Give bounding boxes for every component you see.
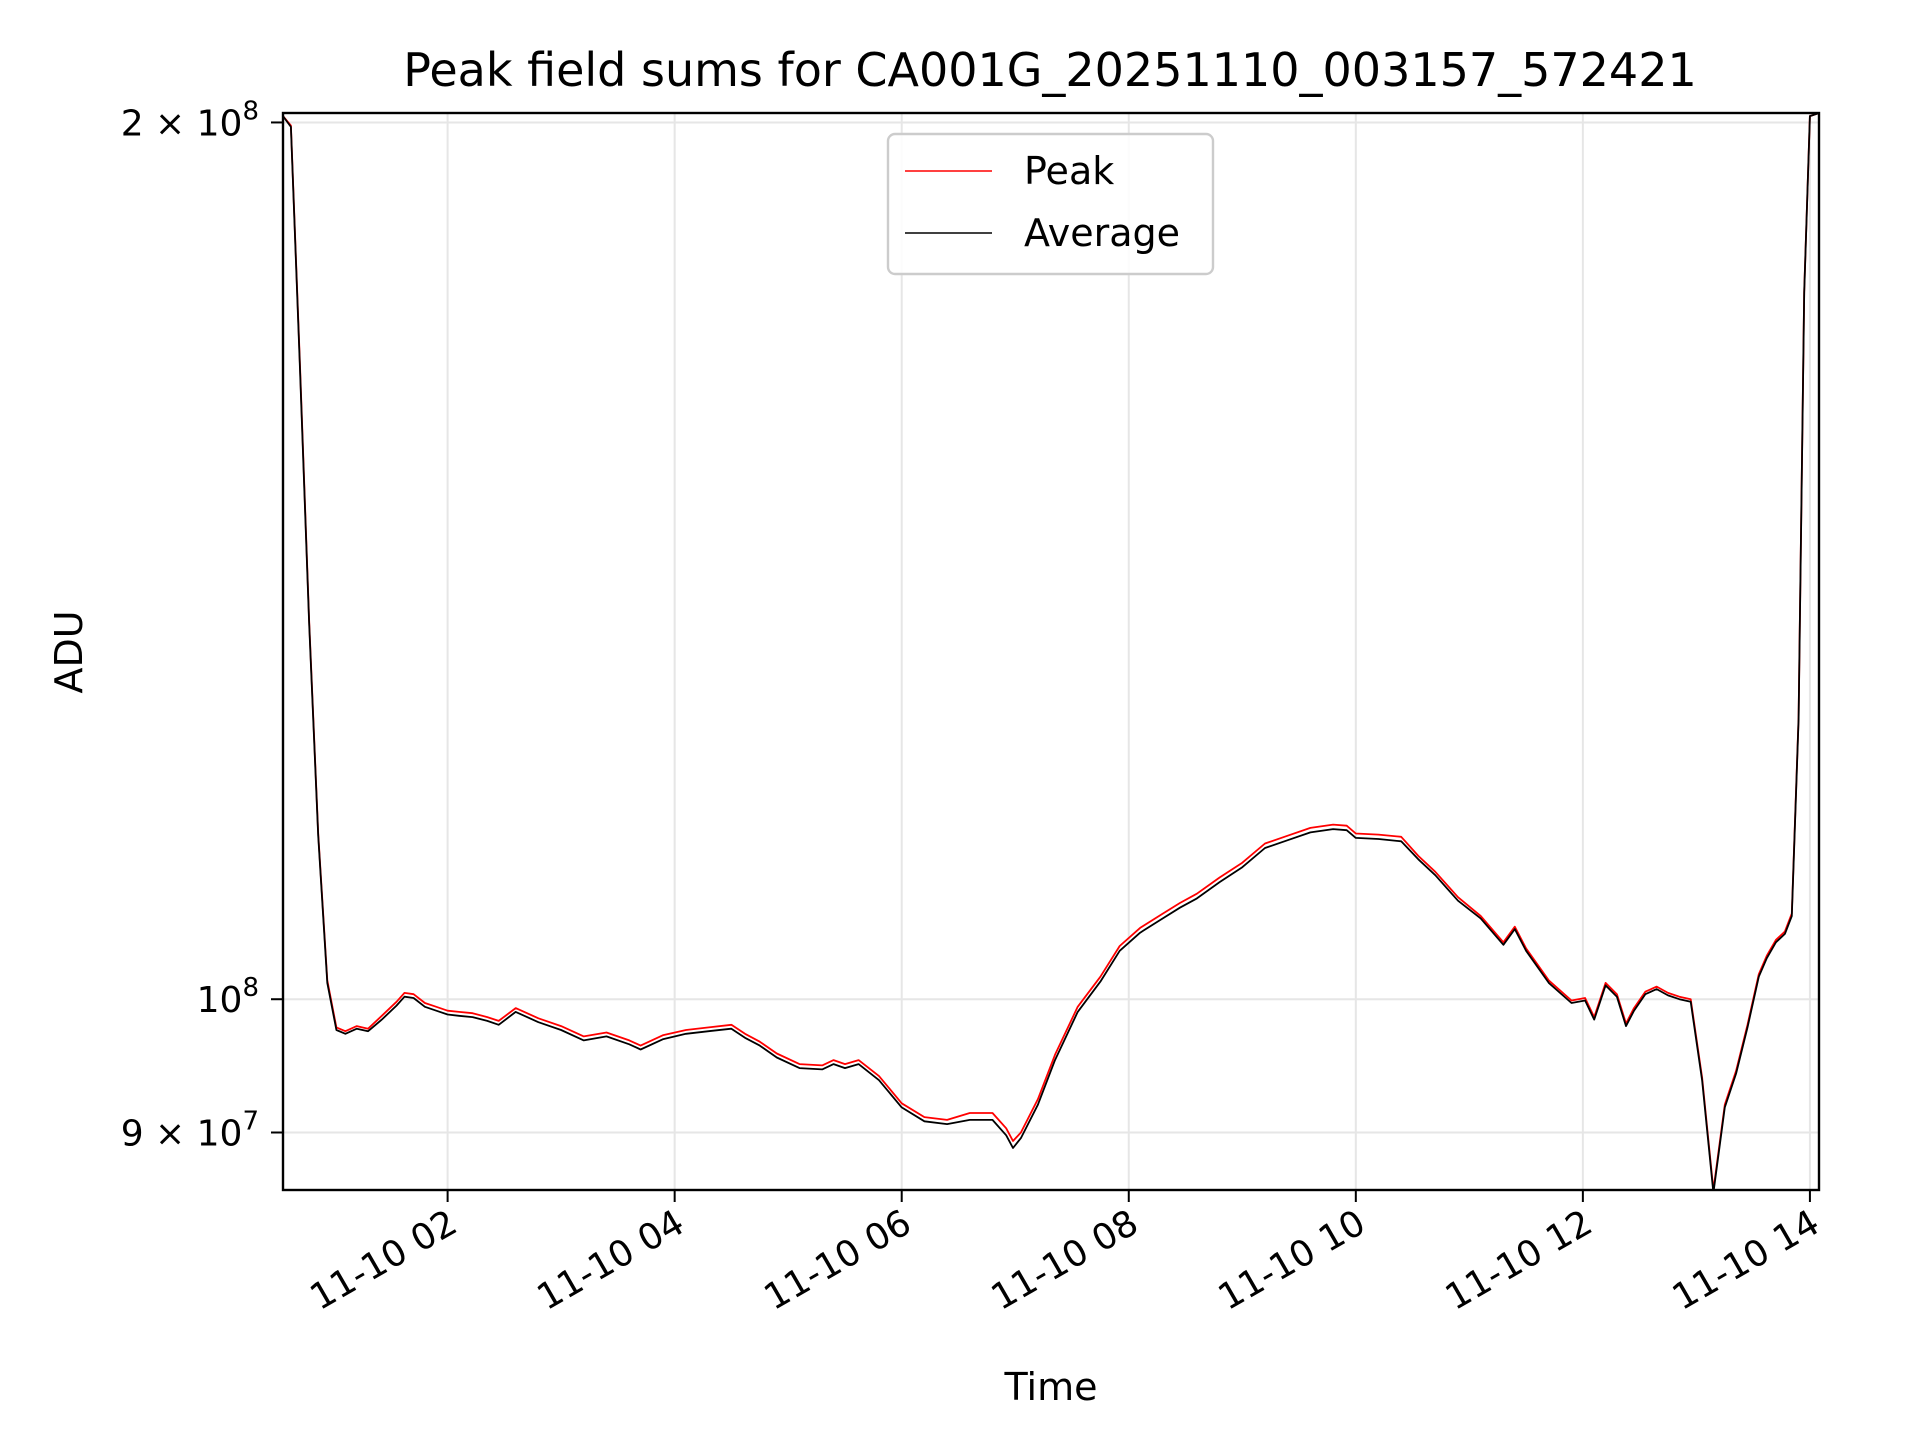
y-tick-exponent: 7 xyxy=(242,1106,259,1136)
y-tick-label: 108 xyxy=(197,973,259,1021)
series-lines xyxy=(283,113,1819,1190)
series-line-average xyxy=(283,113,1819,1190)
x-axis-label: Time xyxy=(1004,1365,1098,1409)
legend: Peak Average xyxy=(886,132,1215,276)
series-line-peak xyxy=(283,113,1819,1190)
y-axis-label: ADU xyxy=(47,610,91,693)
y-tick-base: 2 × 10 xyxy=(121,103,243,144)
legend-average-label: Average xyxy=(1024,211,1180,255)
y-tick-label: 9 × 107 xyxy=(121,1106,259,1154)
y-tick-base: 10 xyxy=(197,980,243,1021)
y-tick-label: 2 × 108 xyxy=(121,96,259,144)
y-tick-base: 9 × 10 xyxy=(121,1113,243,1154)
grid-lines xyxy=(283,113,1819,1190)
y-tick-exponent: 8 xyxy=(242,96,259,126)
chart-title: Peak field sums for CA001G_20251110_0031… xyxy=(403,43,1696,97)
y-tick-exponent: 8 xyxy=(242,973,259,1003)
legend-box xyxy=(886,132,1215,276)
legend-peak-label: Peak xyxy=(1024,149,1114,193)
plot-frame xyxy=(281,111,1821,1192)
